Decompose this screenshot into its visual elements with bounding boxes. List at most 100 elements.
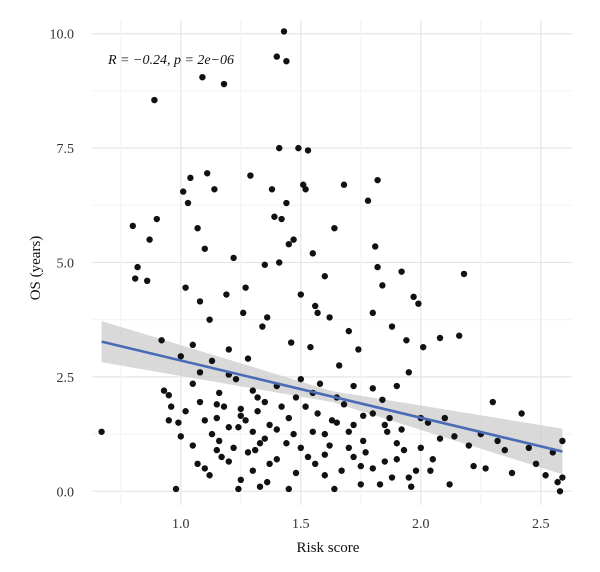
- major-gridlines: [92, 20, 572, 505]
- y-tick-label: 0.0: [57, 485, 75, 500]
- data-point: [273, 53, 280, 60]
- data-point: [355, 346, 362, 353]
- data-point: [350, 421, 357, 429]
- data-point: [187, 174, 194, 182]
- data-point: [283, 199, 290, 207]
- data-point: [465, 442, 472, 449]
- data-point: [302, 403, 309, 410]
- data-point: [134, 263, 141, 271]
- data-point: [211, 186, 218, 193]
- data-point: [369, 465, 376, 472]
- data-point: [326, 442, 333, 449]
- data-point: [216, 389, 223, 397]
- data-point: [196, 369, 204, 376]
- data-point: [508, 469, 516, 477]
- data-point: [273, 426, 280, 433]
- data-point: [240, 309, 247, 317]
- data-point: [559, 437, 566, 445]
- data-point: [160, 387, 168, 394]
- data-point: [182, 408, 189, 415]
- data-point: [350, 453, 357, 461]
- data-point: [357, 462, 364, 470]
- data-point: [129, 222, 136, 230]
- data-point: [213, 401, 220, 408]
- data-point: [256, 440, 264, 447]
- data-point: [237, 412, 244, 419]
- data-point: [340, 401, 348, 408]
- data-point: [360, 412, 367, 419]
- regression-line-path: [101, 340, 563, 453]
- data-point: [379, 396, 386, 403]
- data-point: [213, 446, 220, 454]
- data-point: [372, 243, 379, 250]
- data-point: [451, 433, 458, 440]
- data-point: [230, 444, 237, 452]
- data-point: [249, 467, 256, 474]
- data-point: [340, 181, 348, 188]
- data-point: [446, 481, 453, 488]
- data-point: [182, 284, 189, 291]
- data-point: [206, 472, 213, 479]
- data-point: [427, 467, 434, 474]
- data-point: [280, 28, 288, 35]
- data-point: [417, 444, 424, 452]
- y-axis-ticks: 0.0 2.5 5.0 7.5 10.0: [50, 28, 75, 501]
- data-point: [374, 176, 381, 184]
- data-point: [393, 440, 400, 447]
- data-point: [242, 284, 249, 291]
- regression-line: [101, 340, 563, 453]
- data-point: [304, 453, 312, 461]
- data-point: [388, 323, 396, 330]
- data-point: [321, 273, 328, 280]
- data-point: [405, 474, 412, 481]
- data-point: [266, 421, 273, 429]
- data-point: [247, 172, 254, 179]
- data-point: [184, 199, 192, 207]
- data-point: [379, 282, 386, 289]
- data-point: [225, 458, 232, 465]
- data-point: [201, 465, 208, 472]
- data-point: [345, 444, 352, 452]
- data-point: [196, 398, 204, 406]
- data-point: [314, 410, 321, 417]
- data-point: [388, 474, 396, 481]
- y-tick-label: 2.5: [57, 371, 75, 386]
- data-point: [273, 456, 280, 463]
- data-point: [278, 215, 285, 223]
- data-point: [436, 334, 444, 342]
- data-point: [328, 417, 336, 424]
- data-point: [223, 291, 230, 298]
- data-point: [220, 80, 228, 88]
- data-point: [285, 240, 292, 248]
- data-point: [309, 250, 316, 257]
- data-point: [532, 460, 540, 468]
- data-point: [225, 346, 232, 353]
- data-point: [271, 213, 278, 220]
- data-point: [283, 440, 290, 447]
- data-point: [360, 437, 367, 445]
- data-point: [292, 469, 300, 477]
- data-point: [151, 96, 158, 104]
- data-point: [489, 398, 496, 406]
- data-point: [204, 170, 211, 177]
- data-point: [201, 245, 208, 252]
- data-point: [244, 449, 252, 456]
- data-point: [180, 188, 187, 195]
- data-point: [285, 414, 292, 422]
- data-point: [208, 430, 216, 438]
- data-point: [201, 417, 208, 424]
- data-point: [393, 382, 400, 390]
- data-point: [146, 236, 153, 243]
- data-point: [278, 403, 285, 410]
- data-point: [314, 309, 321, 317]
- data-point: [331, 224, 338, 232]
- data-point: [398, 268, 405, 275]
- data-point: [264, 314, 271, 321]
- data-point: [177, 353, 184, 360]
- data-point: [268, 186, 276, 193]
- data-point: [321, 430, 328, 438]
- data-point: [326, 314, 333, 321]
- data-point: [254, 394, 261, 401]
- y-tick-label: 7.5: [57, 142, 75, 157]
- data-point: [220, 403, 228, 410]
